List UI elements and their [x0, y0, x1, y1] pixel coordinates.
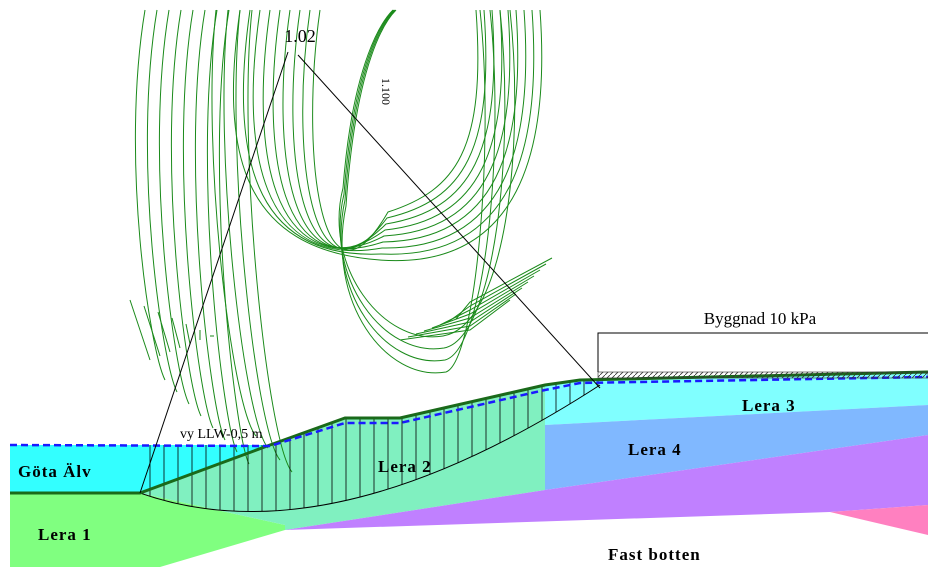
- layer-label: Fast botten: [608, 545, 701, 564]
- contour-line: [303, 10, 486, 249]
- safety-factor: 1.02: [284, 26, 316, 46]
- contour-label: 1.100: [379, 78, 393, 105]
- load-label: Byggnad 10 kPa: [704, 309, 817, 328]
- layer-label: Lera 1: [38, 525, 92, 544]
- contour-line: [236, 10, 495, 460]
- contour-line: [158, 312, 170, 352]
- contour-line: [293, 10, 494, 248]
- contour-line: [233, 10, 541, 261]
- layer-label: Lera 4: [628, 440, 682, 459]
- contour-line: [130, 300, 150, 360]
- water-level-label: vy LLW-0,5 m: [180, 427, 263, 442]
- load-bracket: [598, 333, 928, 372]
- building-load: [598, 372, 928, 378]
- layer-label: Lera 3: [742, 396, 796, 415]
- layer-label: Lera 2: [378, 457, 432, 476]
- layer-label: Göta Älv: [18, 462, 92, 481]
- contour-line: [186, 324, 190, 344]
- diagram: 1.02 1.100 Byggnad 10 kPa vy LLW-0,5 m G…: [0, 0, 928, 567]
